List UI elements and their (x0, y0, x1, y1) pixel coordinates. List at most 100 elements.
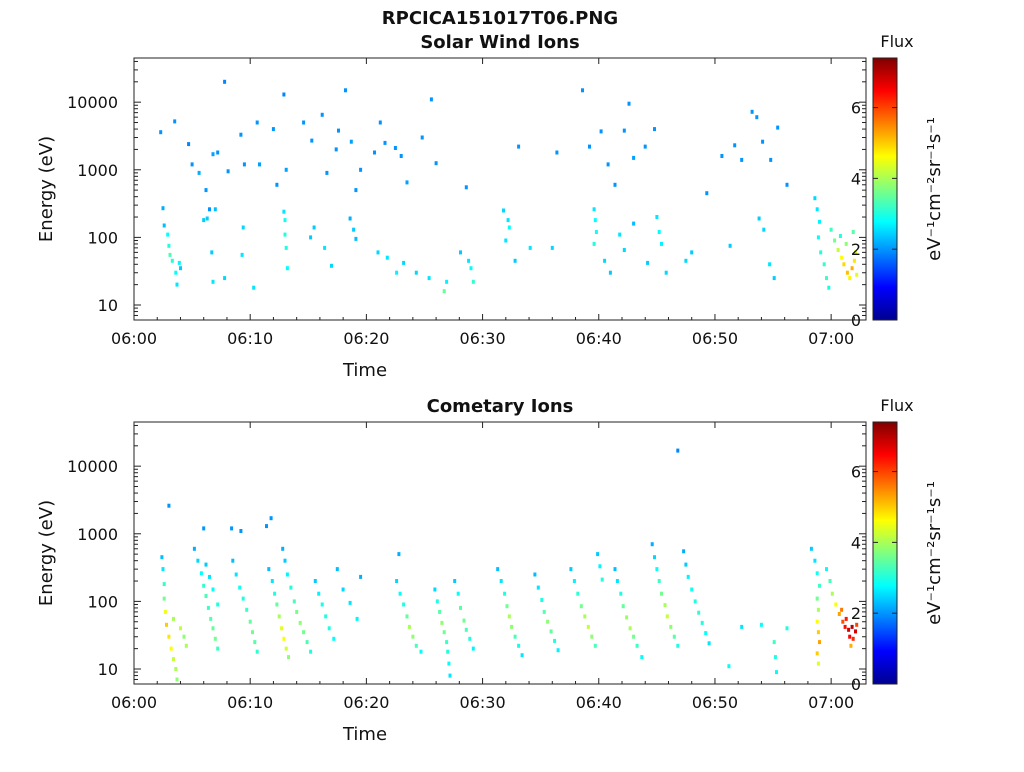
data-cell (192, 546, 196, 551)
plot-area (134, 422, 866, 684)
data-cell (569, 567, 573, 572)
data-cell (445, 640, 449, 645)
data-cell (828, 579, 832, 583)
data-cell (468, 636, 472, 641)
data-cell (506, 218, 510, 223)
data-cell (627, 101, 631, 106)
data-cell (395, 270, 399, 275)
data-cell (216, 602, 220, 607)
data-cell (588, 144, 591, 149)
colorbar (872, 57, 898, 321)
data-cell (809, 546, 813, 551)
data-cell (269, 516, 273, 521)
data-cell (202, 583, 206, 588)
x-tick-label: 06:40 (576, 693, 622, 712)
data-cell (555, 150, 559, 155)
data-cell (464, 627, 468, 632)
data-cell (248, 619, 252, 624)
data-cell (459, 250, 462, 255)
data-cell (211, 626, 215, 631)
colorbar-tick-label: 2 (851, 240, 861, 259)
y-tick-label: 10000 (67, 93, 118, 112)
data-cell (429, 97, 433, 102)
data-cell (190, 162, 194, 167)
x-tick-label: 06:30 (460, 329, 506, 348)
data-cell (166, 232, 170, 237)
data-cell (283, 218, 287, 223)
data-cell (653, 127, 656, 132)
x-tick-label: 06:50 (692, 329, 738, 348)
data-cell (619, 591, 623, 596)
data-cell (528, 245, 532, 250)
data-cell (549, 629, 553, 634)
data-cell (471, 279, 475, 284)
solar-wind-panel: Solar Wind Ions 06:00 06:10 06:20 06:30 06:40… (36, 32, 945, 381)
data-cell (383, 140, 387, 145)
panel-title: Solar Wind Ions (420, 32, 579, 53)
data-cell (635, 643, 639, 648)
data-cell (309, 649, 313, 654)
data-cell (169, 646, 173, 651)
data-cell (280, 626, 284, 631)
x-tick-label: 06:40 (576, 329, 622, 348)
data-cell (785, 182, 789, 187)
data-cell (448, 673, 452, 678)
data-cell (847, 627, 851, 632)
data-cell (168, 252, 172, 257)
data-cell (775, 670, 778, 675)
x-tick-label: 06:10 (227, 693, 273, 712)
data-cell (359, 167, 363, 172)
data-cell (845, 270, 849, 275)
data-cell (323, 245, 327, 250)
data-cell (332, 636, 336, 641)
data-cell (271, 127, 275, 132)
data-cell (223, 79, 227, 84)
data-cell (550, 245, 554, 250)
data-cell (419, 649, 423, 654)
data-cell (284, 245, 288, 250)
data-cell (253, 640, 257, 645)
data-cell (851, 230, 855, 234)
data-cell (174, 667, 178, 671)
data-cell (182, 634, 186, 639)
plot-area (134, 58, 866, 320)
data-cell (844, 616, 848, 621)
data-cell (851, 636, 855, 641)
data-cell (855, 272, 859, 277)
data-cell (438, 609, 442, 614)
data-cell (815, 651, 819, 656)
data-cell (352, 227, 356, 232)
data-cell (442, 289, 446, 294)
data-cell (456, 591, 460, 596)
y-tick-label: 1000 (77, 161, 118, 180)
data-cell (586, 624, 590, 629)
data-cell (175, 282, 179, 287)
data-cell (815, 619, 819, 624)
data-cell (302, 120, 306, 125)
data-cell (399, 154, 403, 158)
data-cell (618, 232, 622, 237)
data-cell (230, 526, 234, 531)
data-cell (697, 610, 701, 615)
x-tick-label: 06:20 (343, 693, 389, 712)
y-tick-label: 10 (98, 296, 118, 315)
data-cell (405, 614, 409, 619)
data-cell (462, 618, 466, 623)
data-cell (330, 263, 333, 268)
data-cell (533, 572, 537, 577)
data-cell (684, 562, 688, 567)
data-cell (852, 258, 856, 263)
data-cell (435, 599, 439, 604)
data-cell (312, 225, 316, 230)
data-cell (762, 227, 766, 232)
data-cell (275, 182, 279, 187)
data-cell (216, 646, 220, 651)
data-cell (167, 503, 171, 508)
data-cell (776, 125, 780, 130)
data-cell (850, 266, 854, 271)
data-cell (414, 643, 418, 648)
data-cell (277, 614, 281, 619)
data-cell (676, 643, 680, 648)
data-cell (727, 664, 731, 669)
